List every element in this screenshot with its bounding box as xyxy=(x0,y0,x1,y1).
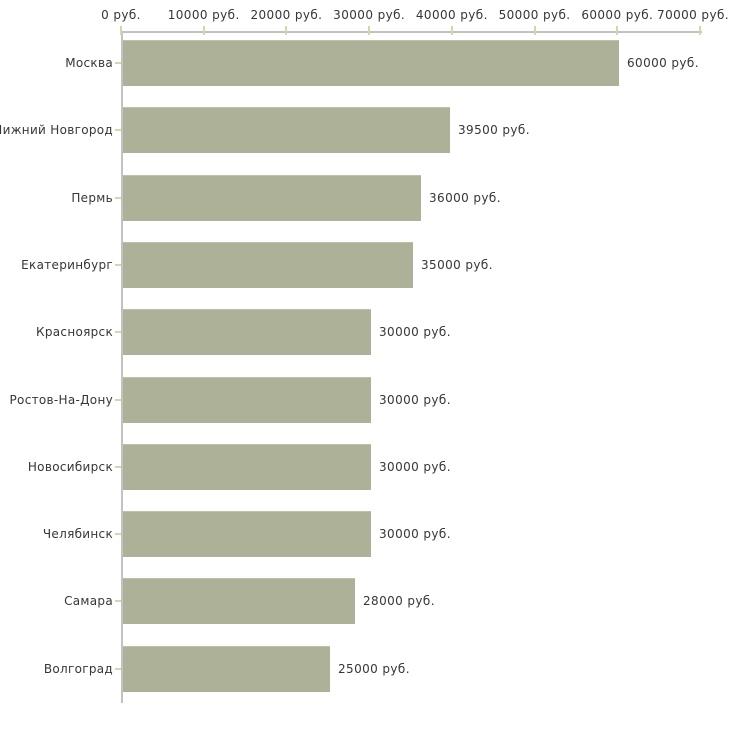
bar xyxy=(123,242,413,288)
value-label: 30000 руб. xyxy=(379,527,451,541)
x-axis-tick-mark xyxy=(368,26,371,35)
x-axis-tick-mark xyxy=(285,26,288,35)
x-axis-tick-mark xyxy=(616,26,619,35)
y-axis-tick-mark xyxy=(115,600,121,602)
y-axis-tick-mark xyxy=(115,533,121,535)
value-label: 39500 руб. xyxy=(458,123,530,137)
x-axis-tick-label: 60000 руб. xyxy=(581,8,654,22)
category-label: Пермь xyxy=(71,191,113,205)
value-label: 30000 руб. xyxy=(379,460,451,474)
y-axis-tick-mark xyxy=(115,264,121,266)
x-axis-tick-label: 50000 руб. xyxy=(498,8,571,22)
x-axis-tick-label: 20000 руб. xyxy=(250,8,323,22)
x-axis-tick-mark xyxy=(699,26,701,35)
x-axis-tick-label: 70000 руб. xyxy=(657,8,729,22)
value-label: 28000 руб. xyxy=(363,594,435,608)
value-label: 30000 руб. xyxy=(379,325,451,339)
category-label: Ростов-На-Дону xyxy=(9,393,113,407)
bar xyxy=(123,578,355,624)
category-label: Москва xyxy=(65,56,113,70)
y-axis-tick-mark xyxy=(115,399,121,401)
y-axis-tick-mark xyxy=(115,62,121,64)
value-label: 35000 руб. xyxy=(421,258,493,272)
x-axis-tick-label: 30000 руб. xyxy=(333,8,406,22)
y-axis-line xyxy=(121,31,123,703)
x-axis-tick-label: 10000 руб. xyxy=(167,8,240,22)
value-label: 30000 руб. xyxy=(379,393,451,407)
category-label: Новосибирск xyxy=(27,460,113,474)
bar xyxy=(123,309,371,355)
category-label: Челябинск xyxy=(42,527,113,541)
y-axis-tick-mark xyxy=(115,668,121,670)
bar xyxy=(123,646,330,692)
bar xyxy=(123,444,371,490)
x-axis-tick-label: 40000 руб. xyxy=(415,8,488,22)
x-axis-tick-mark xyxy=(533,26,536,35)
value-label: 25000 руб. xyxy=(338,662,410,676)
x-axis-tick-mark xyxy=(202,26,205,35)
y-axis-tick-mark xyxy=(115,466,121,468)
x-axis-tick-mark xyxy=(120,26,122,35)
bar xyxy=(123,175,421,221)
category-label: Самара xyxy=(64,594,113,608)
category-label: Екатеринбург xyxy=(21,258,113,272)
value-label: 36000 руб. xyxy=(429,191,501,205)
category-label: Красноярск xyxy=(36,325,113,339)
y-axis-tick-mark xyxy=(115,197,121,199)
bar xyxy=(123,40,619,86)
x-axis-tick-mark xyxy=(450,26,453,35)
y-axis-tick-mark xyxy=(115,331,121,333)
x-axis-line xyxy=(121,31,702,33)
category-label: Волгоград xyxy=(43,662,113,676)
category-label: Нижний Новгород xyxy=(0,123,113,137)
bar xyxy=(123,107,450,153)
x-axis-tick-label: 0 руб. xyxy=(101,8,141,22)
bar xyxy=(123,511,371,557)
value-label: 60000 руб. xyxy=(627,56,699,70)
bar xyxy=(123,377,371,423)
y-axis-tick-mark xyxy=(115,129,121,131)
